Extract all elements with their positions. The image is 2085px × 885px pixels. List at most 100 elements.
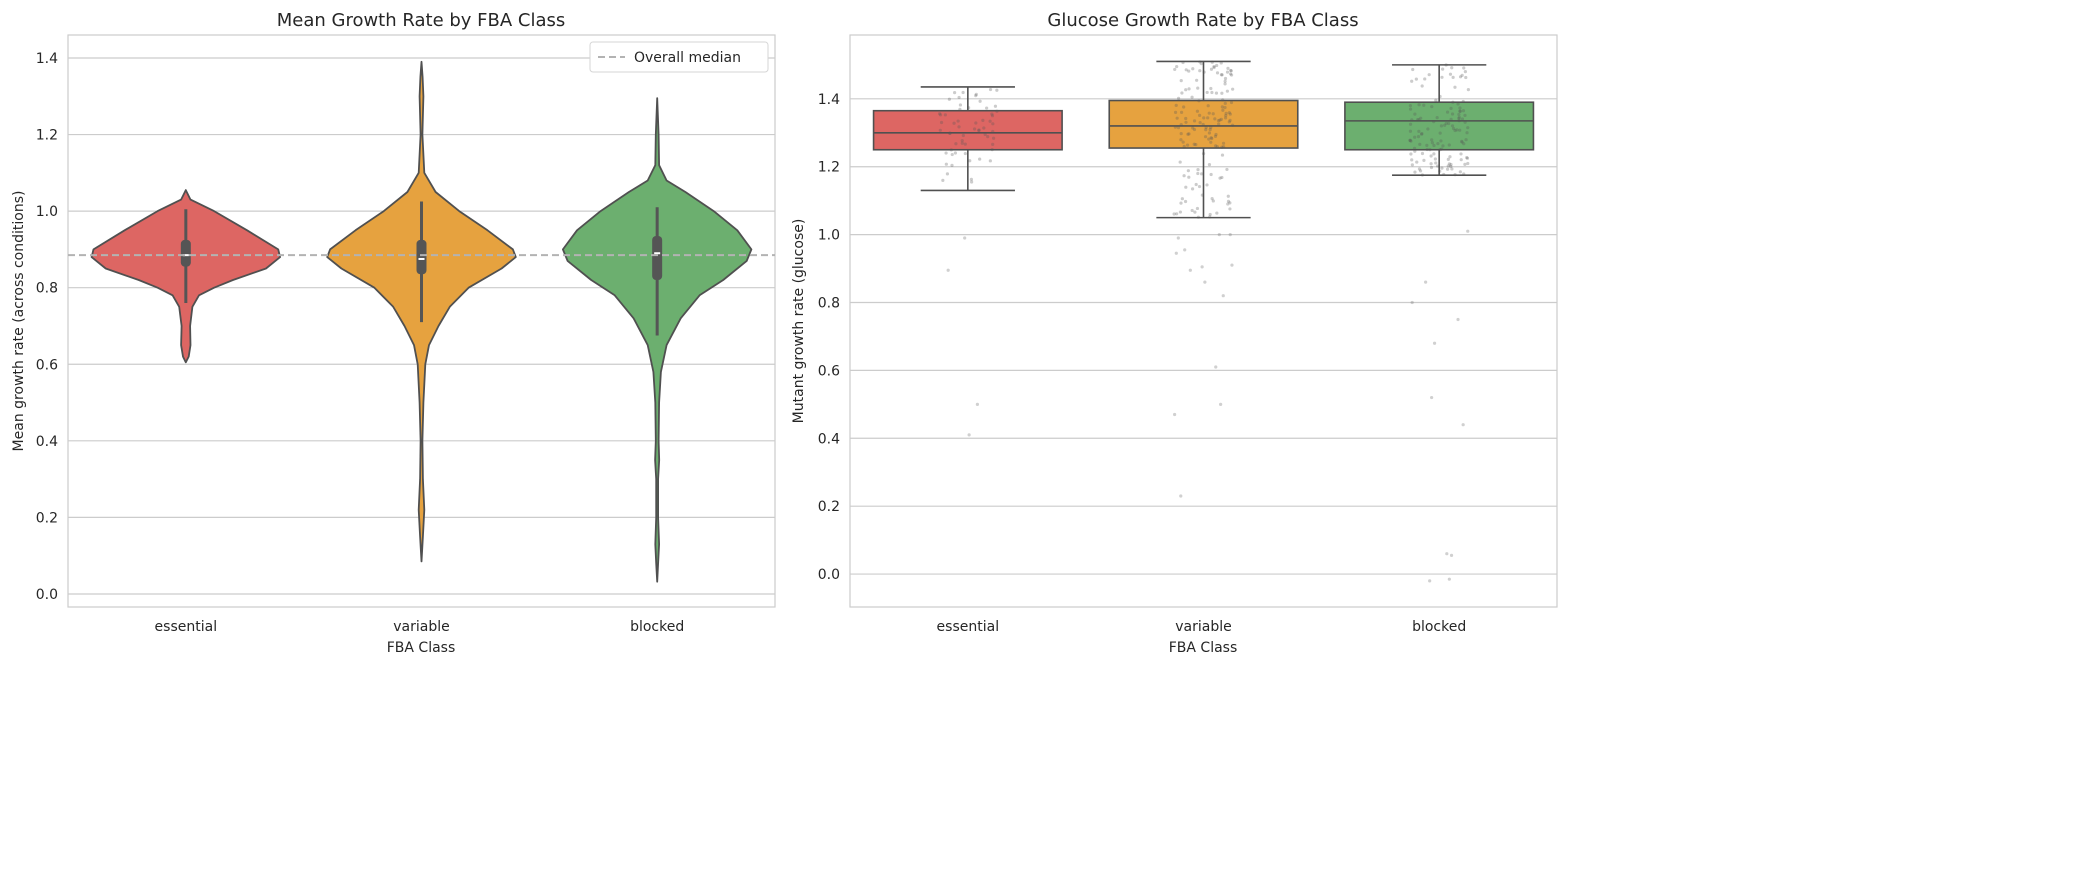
strip-point — [1186, 132, 1190, 136]
outlier-point — [1176, 236, 1180, 240]
strip-point — [1219, 73, 1224, 77]
strip-point — [1221, 98, 1225, 102]
strip-point — [1203, 135, 1208, 139]
strip-point — [1430, 138, 1434, 142]
outlier-point — [1445, 552, 1449, 556]
strip-point — [1175, 116, 1179, 120]
strip-point — [1214, 91, 1219, 95]
strip-point — [1460, 73, 1464, 77]
strip-point — [1213, 117, 1217, 121]
strip-point — [1225, 167, 1229, 172]
strip-point — [1432, 143, 1436, 148]
strip-point — [1220, 175, 1224, 180]
strip-point — [1460, 117, 1465, 121]
strip-point — [945, 172, 950, 176]
strip-point — [1426, 127, 1430, 131]
strip-point — [1209, 136, 1213, 140]
strip-point — [1183, 199, 1188, 204]
strip-point — [1408, 138, 1412, 142]
strip-point — [1197, 99, 1201, 103]
strip-point — [1220, 145, 1224, 149]
strip-point — [1463, 113, 1467, 117]
strip-point — [1226, 199, 1231, 203]
strip-point — [1206, 104, 1210, 108]
strip-point — [1207, 131, 1212, 135]
y-tick-label: 0.0 — [36, 587, 58, 603]
strip-point — [1409, 139, 1413, 143]
strip-point — [1466, 126, 1470, 130]
strip-point — [1209, 67, 1214, 71]
strip-point — [1458, 106, 1462, 110]
outlier-point — [963, 236, 967, 240]
strip-point — [1220, 91, 1224, 95]
strip-point — [1458, 109, 1462, 113]
strip-point — [1461, 99, 1465, 104]
strip-point — [1190, 95, 1194, 99]
strip-point — [1190, 187, 1195, 191]
strip-point — [1449, 117, 1453, 121]
legend: Overall median — [589, 41, 769, 73]
violin-iqr-box — [652, 236, 663, 281]
outlier-point — [1217, 233, 1221, 237]
strip-point — [1412, 146, 1417, 150]
strip-point — [1462, 142, 1466, 146]
outlier-point — [1432, 341, 1437, 345]
strip-point — [1179, 110, 1184, 114]
strip-point — [1223, 76, 1228, 81]
strip-point — [1196, 215, 1201, 219]
strip-point — [1427, 73, 1431, 77]
strip-point — [1211, 199, 1215, 203]
strip-point — [1440, 166, 1444, 170]
strip-point — [1420, 131, 1424, 136]
strip-point — [944, 162, 948, 166]
strip-point — [953, 151, 958, 155]
strip-point — [1182, 144, 1186, 149]
outlier-point — [1424, 280, 1428, 284]
strip-point — [1179, 132, 1183, 136]
strip-point — [1191, 67, 1195, 71]
strip-point — [938, 112, 942, 116]
strip-point — [1223, 82, 1227, 86]
strip-point — [1436, 142, 1440, 146]
strip-point — [1198, 69, 1202, 73]
strip-point — [1438, 94, 1442, 99]
strip-point — [1198, 120, 1202, 125]
outlier-point — [1230, 263, 1234, 267]
strip-point — [1224, 113, 1228, 118]
strip-point — [1466, 161, 1470, 166]
strip-point — [1230, 123, 1235, 127]
strip-point — [1182, 174, 1186, 178]
strip-point — [991, 122, 995, 126]
strip-point — [1451, 100, 1455, 104]
y-tick-label: 1.4 — [36, 51, 58, 67]
box-blocked — [1344, 101, 1535, 151]
strip-point — [1410, 163, 1414, 167]
strip-point — [1416, 117, 1420, 122]
strip-point — [1210, 197, 1214, 201]
outlier-point — [1203, 280, 1207, 284]
strip-point — [1181, 60, 1185, 65]
strip-point — [1208, 215, 1212, 219]
outlier-point — [1430, 395, 1434, 400]
strip-point — [1208, 212, 1212, 217]
y-tick-label: 0.8 — [818, 295, 840, 311]
strip-point — [1215, 145, 1219, 149]
strip-point — [938, 113, 943, 117]
strip-point — [1215, 71, 1220, 75]
y-tick-label: 0.6 — [36, 357, 58, 373]
strip-point — [1200, 193, 1204, 197]
strip-point — [950, 152, 954, 157]
strip-point — [1173, 125, 1177, 129]
strip-point — [961, 133, 965, 138]
x-tick-label: variable — [1175, 619, 1231, 635]
strip-point — [1465, 156, 1470, 160]
strip-point — [1174, 103, 1178, 107]
strip-point — [1212, 65, 1216, 70]
strip-point — [1441, 67, 1445, 71]
strip-point — [1413, 170, 1417, 174]
strip-point — [1448, 155, 1452, 159]
strip-point — [977, 129, 981, 133]
strip-point — [995, 109, 999, 113]
strip-point — [1429, 154, 1433, 158]
y-tick-label: 0.0 — [818, 567, 840, 583]
